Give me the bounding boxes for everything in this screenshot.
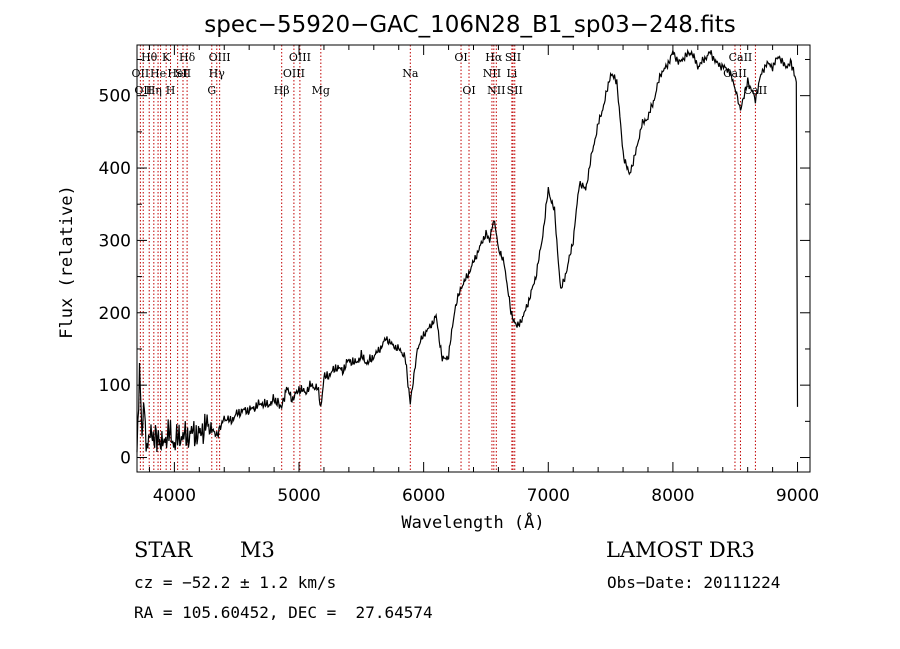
observation-date: Obs−Date: 20111224 [607, 573, 781, 592]
emission-line-label: OIII [209, 51, 231, 64]
emission-line-label: OII [134, 84, 152, 97]
emission-line-label: He [150, 67, 166, 80]
emission-line-label: G [207, 84, 216, 97]
x-tick-label: 7000 [527, 486, 570, 506]
emission-line-label: SII [507, 84, 523, 97]
y-tick-label: 100 [99, 376, 131, 396]
y-tick-label: 400 [99, 159, 131, 179]
object-class: STAR [134, 538, 193, 562]
emission-line-label: NII [483, 67, 501, 80]
emission-line-label: SII [175, 67, 191, 80]
emission-line-label: CaII [729, 51, 753, 64]
coordinates: RA = 105.60452, DEC = 27.64574 [134, 603, 433, 622]
x-tick-label: 8000 [651, 486, 694, 506]
emission-line-label: HeI [167, 67, 187, 80]
y-axis-label: Flux (relative) [57, 185, 77, 339]
survey-name: LAMOST DR3 [606, 538, 755, 562]
y-tick-label: 200 [99, 304, 131, 324]
x-tick-label: 4000 [153, 486, 196, 506]
emission-line-label: Hθ [141, 51, 158, 64]
emission-line-label: Mg [312, 84, 330, 97]
emission-line-label: Li [506, 67, 517, 80]
emission-line-label: OIII [289, 51, 311, 64]
x-tick-label: 5000 [277, 486, 320, 506]
emission-line-label: NII [487, 84, 505, 97]
emission-line-label: SII [505, 51, 521, 64]
y-tick-label: 500 [99, 87, 131, 107]
y-tick-label: 0 [120, 449, 131, 469]
emission-line-label: K [162, 51, 171, 64]
emission-line-label: H [166, 84, 176, 97]
emission-line-label: OI [454, 51, 467, 64]
y-tick-label: 300 [99, 231, 131, 251]
subclass: M3 [240, 538, 275, 562]
x-tick-label: 6000 [402, 486, 445, 506]
emission-line-label: Na [402, 67, 419, 80]
emission-line-markers [139, 45, 756, 472]
chart-title: spec−55920−GAC_106N28_B1_sp03−248.fits [204, 12, 735, 38]
emission-line-label: Hγ [209, 67, 226, 80]
emission-line-label: Hη [146, 84, 162, 97]
emission-line-label: OIII [283, 67, 305, 80]
x-axis-label: Wavelength (Å) [401, 511, 544, 533]
emission-line-labels: OIIOIIHθHηHeKHHeISIIHδGHγOIIIHβOIIIOIIIM… [132, 51, 768, 97]
y-axis-ticks: 0 100 200 300 400 500 [99, 58, 810, 469]
redshift-velocity: cz = −52.2 ± 1.2 km/s [134, 573, 337, 592]
emission-line-label: Hα [485, 51, 503, 64]
plot-frame [136, 44, 811, 473]
emission-line-label: Hβ [274, 84, 290, 97]
emission-line-label: Hδ [179, 51, 196, 64]
spectrum-line [136, 48, 799, 453]
emission-line-label: OI [462, 84, 475, 97]
x-axis-ticks: 4000 5000 6000 7000 8000 9000 [148, 45, 819, 506]
emission-line-label: OII [132, 67, 150, 80]
x-tick-label: 9000 [776, 486, 819, 506]
